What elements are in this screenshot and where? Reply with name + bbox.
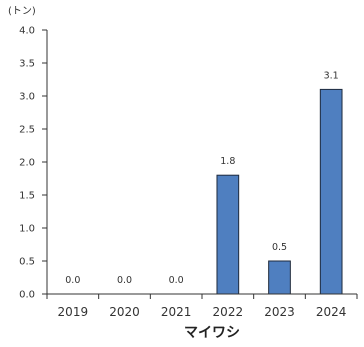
data-labels: 0.0 0.0 0.0 1.8 0.5 3.1 (65, 70, 338, 286)
y-tick-label: 3.0 (19, 92, 35, 103)
x-axis-ticks: 2019 2020 2021 2022 2023 2024 (46, 294, 358, 319)
y-unit-label: (トン) (8, 6, 36, 17)
x-tick-label: 2020 (109, 305, 140, 319)
x-tick-label: 2024 (316, 305, 347, 319)
data-label-2024: 3.1 (324, 70, 339, 81)
bars (216, 88, 343, 295)
data-label-2020: 0.0 (117, 275, 132, 286)
y-axis-ticks: 0.0 0.5 1.0 1.5 2.0 2.5 3.0 3.5 4.0 (19, 26, 47, 301)
y-tick-label: 4.0 (19, 26, 35, 37)
y-tick-label: 2.5 (19, 125, 35, 136)
y-tick-label: 2.0 (19, 158, 35, 169)
y-tick-label: 3.5 (19, 59, 35, 70)
data-label-2019: 0.0 (65, 275, 80, 286)
x-tick-label: 2022 (213, 305, 244, 319)
y-tick-label: 0.5 (19, 257, 35, 268)
y-tick-label: 0.0 (19, 290, 35, 301)
y-tick-label: 1.0 (19, 224, 35, 235)
x-tick-label: 2019 (58, 305, 89, 319)
data-label-2022: 1.8 (220, 156, 235, 167)
x-axis-title: マイワシ (184, 325, 240, 341)
x-tick-label: 2021 (161, 305, 192, 319)
data-label-2023: 0.5 (272, 242, 287, 253)
x-tick-label: 2023 (264, 305, 295, 319)
y-tick-label: 1.5 (19, 191, 35, 202)
data-label-2021: 0.0 (169, 275, 184, 286)
bar-2024 (319, 88, 343, 295)
bar-2023 (268, 260, 291, 295)
bar-2022 (216, 174, 240, 295)
